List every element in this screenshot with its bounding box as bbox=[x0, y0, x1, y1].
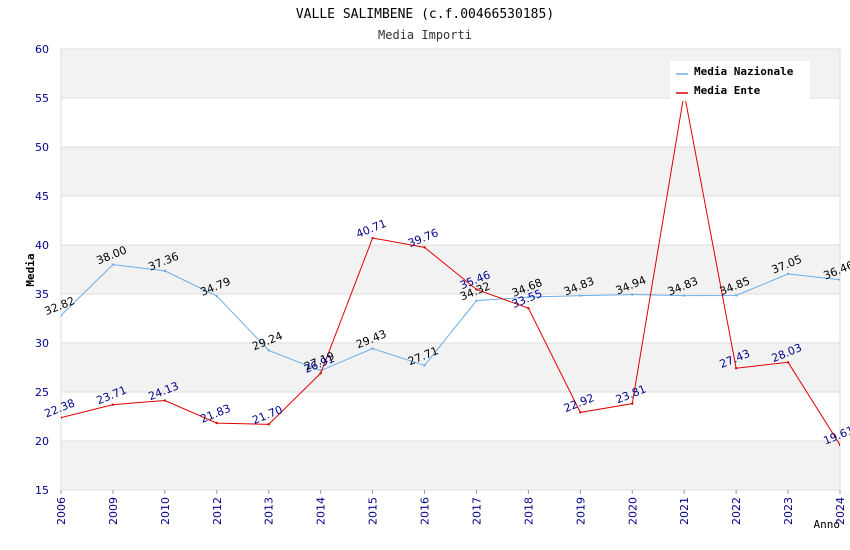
data-point-media-nazionale bbox=[631, 293, 634, 296]
y-tick-label: 55 bbox=[35, 92, 49, 105]
data-point-media-ente bbox=[163, 399, 167, 402]
x-tick-label: 2020 bbox=[626, 497, 639, 525]
y-tick-label: 50 bbox=[35, 141, 49, 154]
y-tick-label: 20 bbox=[35, 435, 49, 448]
data-point-media-nazionale bbox=[215, 294, 218, 298]
data-point-media-ente bbox=[475, 288, 478, 291]
data-point-media-ente bbox=[423, 246, 426, 249]
data-point-media-ente bbox=[61, 416, 63, 419]
grid-band bbox=[61, 245, 840, 294]
data-point-media-nazionale bbox=[734, 294, 738, 297]
data-point-media-nazionale bbox=[579, 294, 582, 297]
data-point-media-ente bbox=[267, 423, 270, 426]
data-label-media-ente: 21.70 bbox=[250, 403, 284, 427]
y-axis-ticks: 15 20 25 30 35 40 45 50 55 60 bbox=[35, 43, 49, 497]
y-tick-label: 45 bbox=[35, 190, 49, 203]
legend: Media Nazionale Media Ente bbox=[670, 61, 810, 101]
x-tick-label: 2023 bbox=[782, 497, 795, 525]
grid-band bbox=[61, 343, 840, 392]
data-point-media-ente bbox=[371, 236, 374, 240]
grid-band bbox=[61, 147, 840, 196]
data-point-media-ente bbox=[631, 402, 634, 405]
y-tick-label: 35 bbox=[35, 288, 49, 301]
y-tick-label: 30 bbox=[35, 337, 49, 350]
data-point-media-nazionale bbox=[527, 295, 530, 299]
chart-subtitle: Media Importi bbox=[378, 28, 472, 42]
data-point-media-ente bbox=[215, 421, 218, 425]
series-line-media-ente bbox=[61, 93, 840, 446]
x-tick-label: 2013 bbox=[263, 497, 276, 525]
x-tick-label: 2018 bbox=[522, 497, 535, 525]
chart-title: VALLE SALIMBENE (c.f.00466530185) bbox=[296, 7, 554, 22]
grid-bands bbox=[61, 49, 840, 490]
y-tick-label: 60 bbox=[35, 43, 49, 56]
data-point-media-ente bbox=[579, 411, 582, 414]
series-layer bbox=[61, 91, 840, 447]
y-tick-label: 40 bbox=[35, 239, 49, 252]
data-label-media-ente: 22.38 bbox=[43, 397, 77, 421]
x-tick-label: 2017 bbox=[470, 497, 483, 525]
x-tick-label: 2024 bbox=[834, 497, 847, 525]
x-axis-ticks: 2006 2009 2010 2012 2013 2014 2015 2016 2017 2018… bbox=[55, 490, 847, 525]
data-point-media-nazionale bbox=[475, 299, 478, 302]
x-tick-label: 2009 bbox=[107, 497, 120, 525]
legend-label-media-nazionale: Media Nazionale bbox=[694, 65, 794, 78]
data-point-media-ente bbox=[734, 366, 738, 370]
legend-label-media-ente: Media Ente bbox=[694, 84, 761, 97]
x-tick-label: 2014 bbox=[315, 497, 328, 525]
data-point-media-nazionale bbox=[786, 272, 790, 276]
data-point-media-nazionale bbox=[267, 349, 270, 352]
y-axis-label: Media bbox=[24, 253, 37, 286]
data-label-media-ente: 40.71 bbox=[354, 217, 388, 241]
x-tick-label: 2012 bbox=[211, 497, 224, 525]
data-point-media-nazionale bbox=[111, 263, 115, 266]
y-tick-label: 25 bbox=[35, 386, 49, 399]
x-tick-label: 2022 bbox=[730, 497, 743, 525]
data-point-media-ente bbox=[838, 443, 840, 447]
x-tick-label: 2010 bbox=[159, 497, 172, 525]
data-point-media-nazionale bbox=[61, 314, 63, 317]
plot-area-border bbox=[60, 48, 841, 491]
data-point-media-nazionale bbox=[683, 294, 686, 297]
data-point-media-nazionale bbox=[371, 347, 374, 350]
data-point-media-ente bbox=[527, 307, 530, 310]
x-tick-label: 2021 bbox=[678, 497, 691, 525]
data-point-media-ente bbox=[786, 361, 790, 364]
x-tick-label: 2016 bbox=[419, 497, 432, 525]
data-point-media-ente bbox=[319, 372, 322, 375]
x-tick-label: 2006 bbox=[55, 497, 68, 525]
legend-box bbox=[670, 61, 810, 101]
data-point-media-nazionale bbox=[838, 278, 840, 281]
data-point-media-ente bbox=[111, 403, 115, 406]
x-axis-label: Anno bbox=[814, 518, 841, 531]
series-line-media-nazionale bbox=[61, 264, 840, 372]
grid-band bbox=[61, 441, 840, 490]
x-tick-label: 2015 bbox=[367, 497, 380, 525]
x-tick-label: 2019 bbox=[574, 497, 587, 525]
data-label-media-ente: 22.92 bbox=[562, 391, 596, 415]
y-tick-label: 15 bbox=[35, 484, 49, 497]
data-point-media-nazionale bbox=[423, 364, 426, 367]
data-point-media-nazionale bbox=[163, 269, 167, 273]
